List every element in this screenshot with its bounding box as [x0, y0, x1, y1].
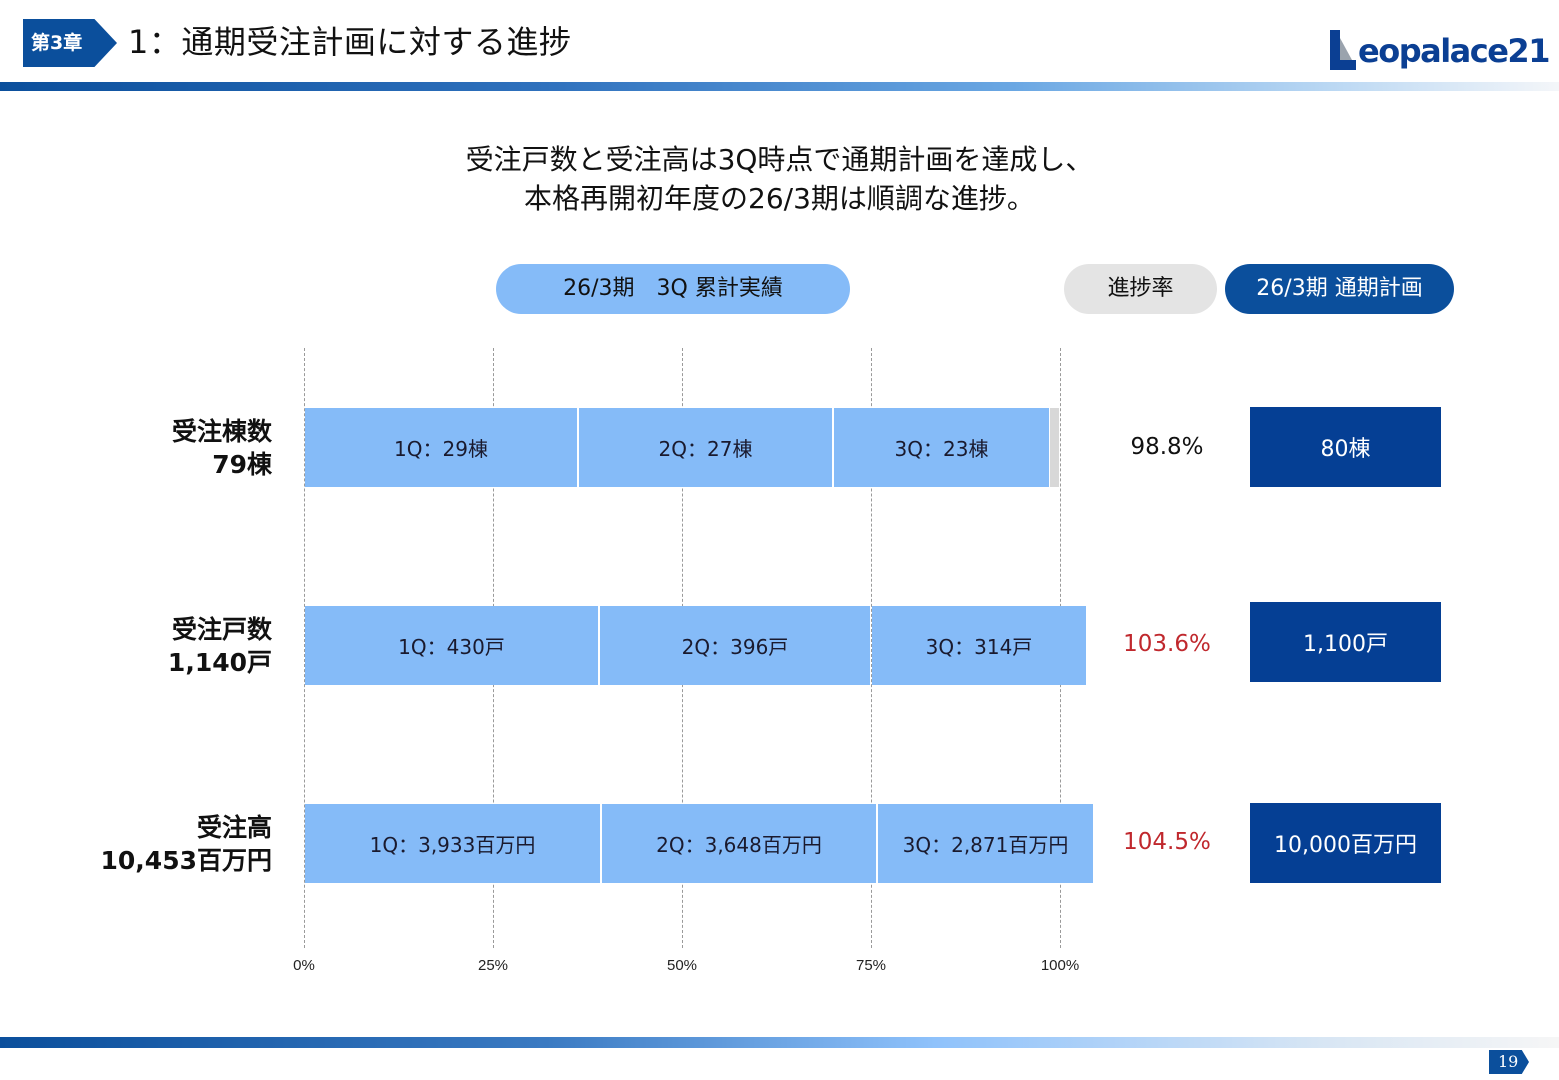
bar-segment-1q: 1Q：430戸: [305, 606, 598, 685]
bar-segment-2q: 2Q：27棟: [579, 408, 832, 487]
page-title: 1：通期受注計画に対する進捗: [128, 23, 572, 61]
footer-divider: [0, 1037, 1559, 1048]
row-label-buildings: 受注棟数 79棟: [172, 415, 272, 481]
logo-text: eopalace21: [1358, 32, 1550, 70]
axis-tick-100: 100%: [1040, 957, 1080, 974]
bar-segment-1q: 1Q：3,933百万円: [305, 804, 600, 883]
row-label-title: 受注戸数: [171, 615, 272, 644]
row-label-total: 79棟: [212, 450, 272, 479]
legend-progress-rate: 進捗率: [1064, 264, 1217, 314]
bar-segment-2q: 2Q：396戸: [600, 606, 870, 685]
headline-line-1: 受注戸数と受注高は3Q時点で通期計画を達成し、: [465, 143, 1094, 176]
company-logo: eopalace21: [1330, 24, 1550, 70]
bar-segment-3q: 3Q：23棟: [834, 408, 1049, 487]
axis-tick-50: 50%: [666, 957, 698, 974]
header-divider: [0, 82, 1559, 91]
bar-segment-3q: 3Q：314戸: [872, 606, 1086, 685]
row-label-title: 受注棟数: [171, 417, 272, 446]
headline: 受注戸数と受注高は3Q時点で通期計画を達成し、 本格再開初年度の26/3期は順調…: [0, 140, 1559, 218]
page-number: 19: [1489, 1050, 1529, 1074]
headline-line-2: 本格再開初年度の26/3期は順調な進捗。: [524, 182, 1035, 215]
legend-full-year-plan: 26/3期 通期計画: [1225, 264, 1454, 314]
axis-tick-0: 0%: [293, 957, 315, 974]
row-label-amount: 受注高 10,453百万円: [101, 811, 272, 877]
chapter-tag: 第3章: [23, 19, 117, 67]
row-label-title: 受注高: [196, 813, 272, 842]
progress-rate: 104.5%: [1123, 829, 1211, 855]
axis-tick-25: 25%: [477, 957, 509, 974]
bar-segment-3q: 3Q：2,871百万円: [878, 804, 1093, 883]
logo-l-icon: [1330, 30, 1356, 70]
bar-remainder: [1050, 408, 1059, 487]
legend-actual: 26/3期 3Q 累計実績: [496, 264, 850, 314]
plan-box: 10,000百万円: [1250, 803, 1441, 883]
plan-box: 80棟: [1250, 407, 1441, 487]
gridline-0: [304, 348, 305, 948]
progress-rate: 103.6%: [1123, 631, 1211, 657]
plan-box: 1,100戸: [1250, 602, 1441, 682]
row-label-units: 受注戸数 1,140戸: [168, 613, 272, 679]
bar-segment-2q: 2Q：3,648百万円: [602, 804, 876, 883]
row-label-total: 10,453百万円: [100, 846, 272, 875]
gridline-75: [871, 348, 872, 948]
axis-tick-75: 75%: [855, 957, 887, 974]
progress-rate: 98.8%: [1130, 434, 1204, 460]
row-label-total: 1,140戸: [167, 648, 272, 677]
bar-segment-1q: 1Q：29棟: [305, 408, 577, 487]
